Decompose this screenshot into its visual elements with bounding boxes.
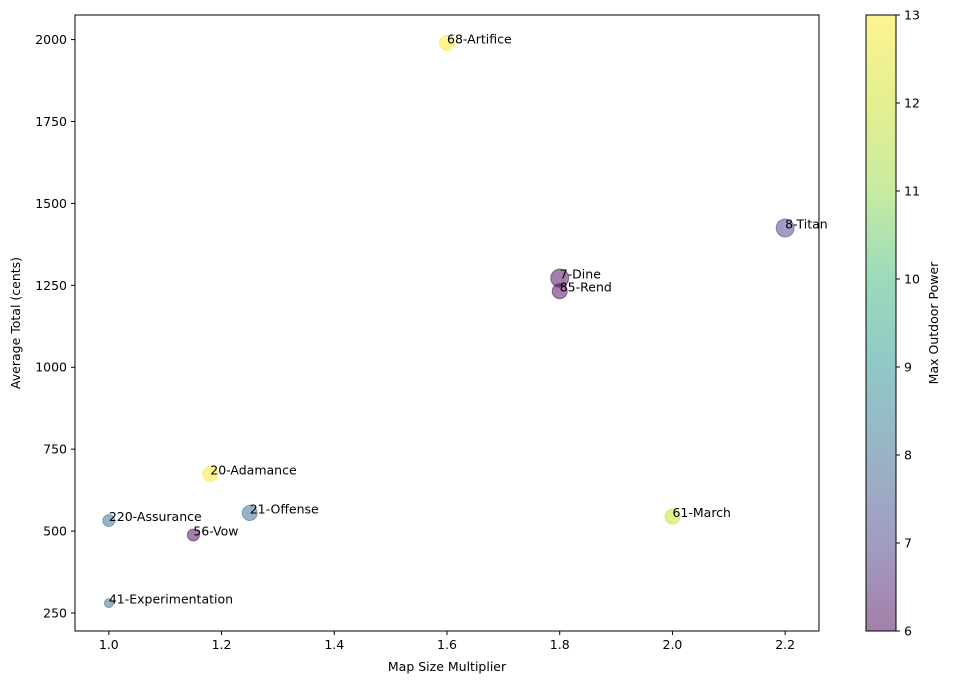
y-tick-label: 250: [43, 605, 67, 620]
point-label: 20-Adamance: [210, 463, 297, 478]
point-label: 21-Offense: [250, 502, 319, 517]
point-label: 41-Experimentation: [109, 592, 233, 607]
point-label: 7-Dine: [560, 267, 601, 282]
point-label: 220-Assurance: [109, 509, 202, 524]
scatter-point: [102, 514, 116, 528]
scatter-point: [775, 218, 795, 238]
scatter-point: [202, 466, 219, 483]
colorbar-tick-label: 10: [904, 272, 920, 287]
scatter-point: [551, 283, 568, 300]
y-tick-label: 1000: [35, 360, 67, 375]
y-axis-label: Average Total (cents): [8, 257, 23, 389]
x-axis: 1.0 1.2 1.4 1.6 1.8 2.0 2.2: [99, 631, 795, 652]
y-tick-label: 1500: [35, 196, 67, 211]
scatter-point: [186, 528, 200, 542]
point-label: 85-Rend: [560, 280, 612, 295]
x-tick-label: 2.2: [775, 637, 795, 652]
y-axis: 250 500 750 1000 1250 1500 1750 2000: [35, 32, 75, 620]
point-label: 61-March: [672, 505, 731, 520]
colorbar-tick-label: 9: [904, 360, 912, 375]
x-tick-label: 2.0: [663, 637, 683, 652]
scatter-point: [664, 508, 681, 525]
colorbar-tick-label: 12: [904, 96, 920, 111]
colorbar-gradient: [866, 15, 896, 631]
colorbar-axis: 6 7 8 9 10 11 12 13: [896, 8, 920, 639]
point-label: 68-Artifice: [447, 31, 512, 46]
x-tick-label: 1.0: [99, 637, 119, 652]
colorbar-tick-label: 11: [904, 184, 920, 199]
y-tick-label: 1250: [35, 278, 67, 293]
point-label: 8-Titan: [785, 216, 828, 231]
y-tick-label: 750: [43, 442, 67, 457]
x-tick-label: 1.8: [550, 637, 570, 652]
y-tick-label: 500: [43, 524, 67, 539]
scatter-point: [439, 34, 455, 51]
y-tick-label: 1750: [35, 114, 67, 129]
colorbar-tick-label: 7: [904, 536, 912, 551]
colorbar-frame: [865, 14, 897, 632]
x-axis-label: Map Size Multiplier: [388, 659, 507, 674]
x-tick-label: 1.4: [324, 637, 344, 652]
colorbar-label: Max Outdoor Power: [926, 261, 941, 384]
scatter-point: [241, 505, 258, 522]
y-tick-label: 2000: [35, 32, 67, 47]
x-tick-label: 1.2: [212, 637, 232, 652]
colorbar-tick-label: 6: [904, 624, 912, 639]
colorbar-tick-label: 13: [904, 8, 920, 23]
scatter-point: [103, 598, 114, 609]
plot-area-frame: [74, 14, 820, 632]
point-label: 56-Vow: [193, 523, 238, 538]
colorbar-tick-label: 8: [904, 448, 912, 463]
x-tick-label: 1.6: [437, 637, 457, 652]
